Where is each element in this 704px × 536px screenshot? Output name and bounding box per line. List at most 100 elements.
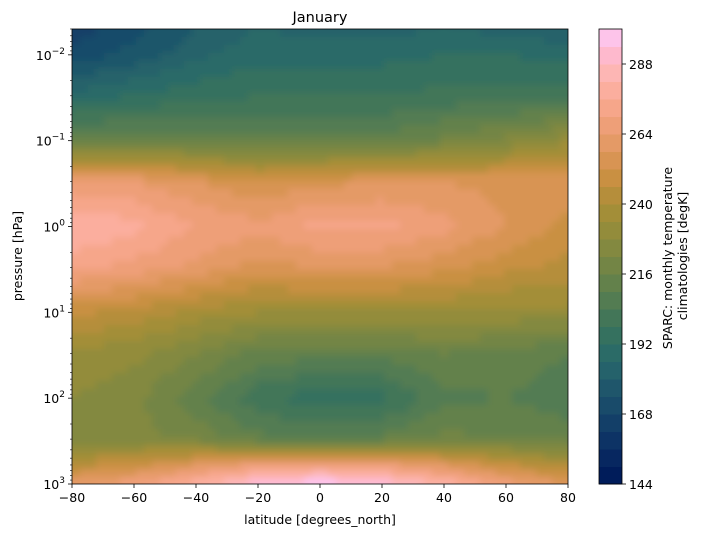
contour-cell <box>296 157 305 166</box>
contour-cell <box>88 245 97 254</box>
contour-cell <box>256 237 265 246</box>
contour-cell <box>384 469 393 478</box>
contour-cell <box>120 461 129 470</box>
contour-cell <box>312 125 321 134</box>
contour-cell <box>328 373 337 382</box>
contour-cell <box>432 29 441 30</box>
contour-cell <box>448 77 457 86</box>
contour-cell <box>480 165 489 174</box>
contour-cell <box>296 101 305 110</box>
contour-cell <box>344 213 353 222</box>
contour-cell <box>232 53 241 62</box>
contour-cell <box>208 61 217 70</box>
contour-cell <box>520 277 529 286</box>
contour-cell <box>392 365 401 374</box>
contour-cell <box>544 29 553 38</box>
contour-cell <box>480 341 489 350</box>
contour-cell <box>520 53 529 62</box>
contour-cell <box>72 69 81 78</box>
contour-cell <box>248 61 257 70</box>
contour-cell <box>128 333 137 342</box>
contour-cell <box>168 293 177 302</box>
contour-cell <box>112 469 121 478</box>
contour-cell <box>120 61 129 70</box>
contour-cell <box>528 309 537 318</box>
contour-cell <box>568 21 577 30</box>
contour-cell <box>416 445 425 454</box>
contour-cell <box>144 261 153 270</box>
contour-cell <box>128 101 137 110</box>
contour-cell <box>520 245 529 254</box>
contour-cell <box>408 205 417 214</box>
contour-cell <box>528 237 537 246</box>
contour-cell <box>440 445 449 454</box>
contour-cell <box>120 205 129 214</box>
contour-cell <box>504 309 513 318</box>
contour-cell <box>96 469 105 478</box>
contour-cell <box>360 77 369 86</box>
contour-cell <box>104 373 113 382</box>
contour-cell <box>496 373 505 382</box>
contour-cell <box>488 133 497 142</box>
contour-cell <box>536 29 545 30</box>
contour-cell <box>200 157 209 166</box>
contour-cell <box>248 45 257 54</box>
contour-cell <box>112 333 121 342</box>
contour-cell <box>408 117 417 126</box>
contour-cell <box>352 469 361 478</box>
contour-cell <box>288 365 297 374</box>
contour-cell <box>536 197 545 206</box>
contour-cell <box>488 253 497 262</box>
contour-cell <box>376 453 385 462</box>
contour-cell <box>448 429 457 438</box>
contour-cell <box>400 221 409 230</box>
contour-cell <box>528 141 537 150</box>
contour-cell <box>232 157 241 166</box>
contour-cell <box>568 125 577 134</box>
contour-cell <box>176 189 185 198</box>
contour-cell <box>264 469 273 478</box>
contour-cell <box>80 117 89 126</box>
contour-cell <box>168 37 177 46</box>
contour-cell <box>176 77 185 86</box>
contour-cell <box>144 285 153 294</box>
contour-cell <box>112 293 121 302</box>
contour-cell <box>496 277 505 286</box>
contour-cell <box>400 437 409 446</box>
contour-cell <box>488 229 497 238</box>
contour-cell <box>360 485 369 494</box>
contour-cell <box>208 349 217 358</box>
contour-cell <box>200 405 209 414</box>
contour-cell <box>368 333 377 342</box>
contour-cell <box>352 237 361 246</box>
contour-cell <box>296 421 305 430</box>
contour-cell <box>280 189 289 198</box>
contour-cell <box>312 69 321 78</box>
contour-cell <box>360 29 369 38</box>
contour-cell <box>120 181 129 190</box>
contour-cell <box>208 373 217 382</box>
contour-cell <box>376 325 385 334</box>
contour-cell <box>448 53 457 62</box>
contour-cell <box>248 253 257 262</box>
contour-cell <box>472 149 481 158</box>
contour-cell <box>256 77 265 86</box>
contour-cell <box>280 349 289 358</box>
contour-cell <box>88 365 97 374</box>
contour-cell <box>464 437 473 446</box>
contour-cell <box>504 237 513 246</box>
contour-cell <box>480 77 489 86</box>
contour-cell <box>368 181 377 190</box>
contour-cell <box>264 445 273 454</box>
contour-cell <box>440 421 449 430</box>
contour-cell <box>328 333 337 342</box>
contour-cell <box>80 357 89 366</box>
contour-cell <box>240 29 249 38</box>
contour-cell <box>560 365 568 374</box>
contour-cell <box>400 309 409 318</box>
contour-cell <box>480 53 489 62</box>
contour-cell <box>384 261 393 270</box>
contour-cell <box>480 365 489 374</box>
contour-cell <box>256 173 265 182</box>
contour-cell <box>176 93 185 102</box>
